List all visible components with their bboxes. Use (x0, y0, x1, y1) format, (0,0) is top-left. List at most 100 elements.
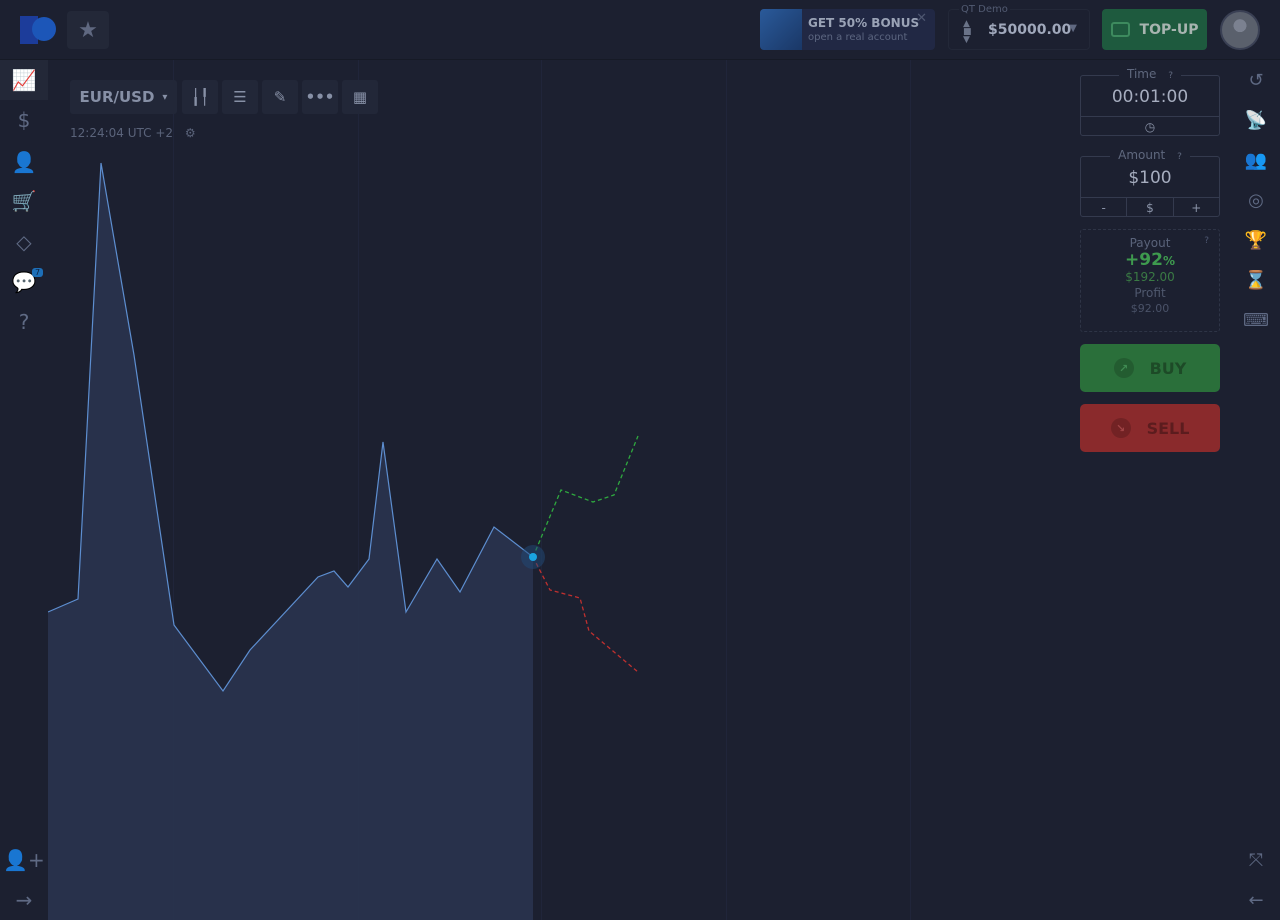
right-nav-people[interactable]: 👥 (1232, 140, 1280, 180)
gear-icon[interactable]: ⚙ (184, 126, 196, 140)
trade-panel: Time ? 00:01:00 ◷ Amount ? $100 - $ + Pa… (1070, 60, 1232, 920)
top-up-label: TOP-UP (1139, 21, 1199, 38)
left-nav-user[interactable]: 👤 (0, 142, 48, 182)
sliders-icon: ☰ (233, 88, 247, 106)
price-area (48, 163, 533, 920)
help-icon[interactable]: ? (1173, 152, 1186, 162)
top-bar: ★ GET 50% BONUS open a real account ✕ QT… (0, 0, 1280, 60)
more-button[interactable]: ••• (302, 80, 338, 114)
time-value[interactable]: 00:01:00 (1111, 87, 1189, 107)
left-nav-help[interactable]: ? (0, 302, 48, 342)
balance: $50000.00 (988, 22, 1072, 38)
favorites-star-button[interactable]: ★ (67, 11, 109, 49)
avatar[interactable] (1220, 10, 1260, 50)
right-nav-trophy[interactable]: 🏆 (1232, 220, 1280, 260)
unread-badge: 7 (32, 268, 44, 277)
hourglass-icon: ⌛ (1244, 269, 1268, 291)
price-line (48, 162, 534, 693)
payout-percent: +92 (1125, 250, 1163, 270)
target-icon: ◎ (1248, 189, 1264, 211)
left-nav-dollar[interactable]: $ (0, 100, 48, 140)
bonus-banner[interactable]: GET 50% BONUS open a real account ✕ (760, 9, 935, 50)
profit-value: $92.00 (1130, 302, 1170, 315)
left-nav-diamond[interactable]: ◇ (0, 222, 48, 262)
down-forecast-line (532, 556, 639, 673)
chart-area[interactable]: EUR/USD ▾ ╽╿ ☰ ✎ ••• ▦ 12:24:04 UTC +2 ⚙ (48, 60, 1070, 920)
people-icon: 👥 (1244, 149, 1268, 171)
right-nav-history[interactable]: ↺ (1232, 60, 1280, 100)
right-nav-hourglass[interactable]: ⌛ (1232, 260, 1280, 300)
grid-icon: ▦ (352, 88, 368, 106)
decrease-amount-button[interactable]: - (1101, 201, 1106, 215)
account-label: QT Demo (959, 4, 1010, 15)
account-selector[interactable]: QT Demo ▲ ■ ▼ $50000.00 ▼ (948, 4, 1090, 50)
dollar-icon: $ (17, 108, 31, 132)
arrow-down-right-icon: ↘ (1110, 418, 1131, 438)
bonus-subtitle: open a real account (808, 32, 908, 43)
amount-value[interactable]: $100 (1128, 168, 1172, 188)
signal-icon: 📡 (1244, 109, 1268, 131)
profit-label: Profit (1134, 286, 1166, 300)
gift-icon (760, 9, 802, 50)
buy-label: BUY (1149, 358, 1187, 378)
logo[interactable] (18, 14, 58, 46)
right-bottom-arrow-left[interactable]: ← (1232, 880, 1280, 920)
percent-sign: % (1162, 254, 1175, 268)
right-bottom-fullscreen[interactable]: ⤧ (1232, 840, 1280, 880)
left-nav-chart-line[interactable]: 📈 (0, 60, 48, 100)
chart-type-button[interactable]: ╽╿ (182, 80, 218, 114)
indicators-button[interactable]: ☰ (222, 80, 258, 114)
left-nav-cart[interactable]: 🛒 (0, 181, 48, 221)
increase-amount-button[interactable]: + (1191, 201, 1202, 215)
arrow-right-icon: → (15, 888, 33, 912)
arrow-up-right-icon: ↗ (1113, 358, 1134, 378)
keyboard-icon: ⌨ (1243, 309, 1269, 331)
bonus-title: GET 50% BONUS (808, 16, 920, 30)
help-icon[interactable]: ? (1204, 236, 1209, 246)
currency-button[interactable]: $ (1126, 198, 1174, 217)
star-icon: ★ (78, 17, 98, 43)
chevron-down-icon: ▾ (162, 91, 168, 103)
buy-button[interactable]: ↗ BUY (1080, 344, 1220, 392)
chart-line-icon: 📈 (11, 68, 37, 92)
left-nav-chat[interactable]: 💬 7 (0, 262, 48, 302)
clock-icon[interactable]: ◷ (1081, 116, 1219, 136)
payout-value: $192.00 (1125, 270, 1175, 284)
up-forecast-line (532, 435, 639, 558)
history-icon: ↺ (1248, 69, 1264, 91)
left-sidebar: 📈 $ 👤 🛒 ◇ 💬 7? 👤+ → (0, 60, 48, 920)
candlestick-icon: ╽╿ (190, 88, 210, 106)
right-nav-keyboard[interactable]: ⌨ (1232, 300, 1280, 340)
top-up-button[interactable]: TOP-UP (1102, 9, 1207, 50)
fullscreen-icon: ⤧ (1248, 849, 1264, 871)
payout-box: Payout ? +92% $192.00 Profit $92.00 (1080, 229, 1220, 332)
asset-pair: EUR/USD (79, 88, 155, 106)
sell-button[interactable]: ↘ SELL (1080, 404, 1220, 452)
time-label: Time (1123, 67, 1161, 81)
add-user-icon: 👤+ (3, 848, 45, 872)
left-bottom-add-user[interactable]: 👤+ (0, 840, 48, 880)
amount-label: Amount (1114, 148, 1170, 162)
arrow-left-icon: ← (1248, 889, 1264, 911)
more-icon: ••• (305, 88, 335, 106)
payout-label: Payout (1129, 236, 1171, 250)
help-icon[interactable]: ? (1164, 71, 1177, 81)
close-icon[interactable]: ✕ (916, 11, 927, 26)
current-price-dot (529, 553, 537, 561)
time-field[interactable]: Time ? 00:01:00 ◷ (1080, 67, 1220, 136)
amount-field[interactable]: Amount ? $100 - $ + (1080, 148, 1220, 217)
right-nav-target[interactable]: ◎ (1232, 180, 1280, 220)
user-icon: 👤 (11, 150, 37, 174)
chevron-down-icon: ▼ (1069, 23, 1077, 34)
clock-text: 12:24:04 UTC +2 (70, 126, 174, 140)
layout-button[interactable]: ▦ (342, 80, 378, 114)
right-sidebar: ↺ 📡 👥 ◎ 🏆 ⌛ ⌨ ⤧ ← (1232, 60, 1280, 920)
left-bottom-arrow-right[interactable]: → (0, 880, 48, 920)
price-chart[interactable] (48, 60, 1070, 920)
help-icon: ? (18, 310, 30, 334)
cart-icon: 🛒 (11, 189, 37, 213)
right-nav-signal[interactable]: 📡 (1232, 100, 1280, 140)
diamond-icon: ◇ (16, 230, 32, 254)
drawing-button[interactable]: ✎ (262, 80, 298, 114)
asset-selector[interactable]: EUR/USD ▾ (70, 80, 177, 114)
